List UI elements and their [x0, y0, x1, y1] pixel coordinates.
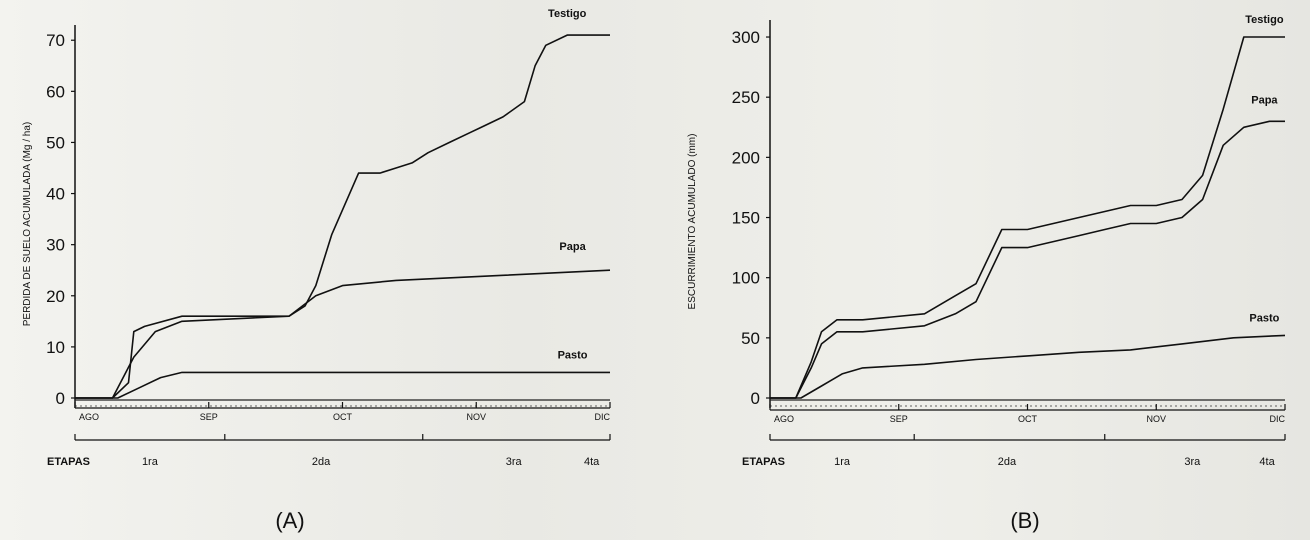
chart-panel-a: 0 10 20 30 40 50 60 70 PERDIDA DE SUELO ACUMULAD…: [22, 8, 611, 533]
y-tick-label: 0: [56, 389, 65, 408]
stages-label: ETAPAS: [742, 456, 785, 468]
month-label: OCT: [1018, 414, 1038, 424]
month-label: SEP: [890, 414, 908, 424]
series-line-testigo: [770, 36, 1285, 399]
y-tick-label: 50: [741, 329, 760, 348]
y-tick-label: 50: [46, 133, 65, 152]
stage-label: 2da: [312, 456, 331, 468]
panel-label: (A): [275, 508, 304, 533]
series-label-pasto: Pasto: [558, 349, 588, 361]
month-label: AGO: [774, 414, 794, 424]
series-line-pasto: [75, 371, 610, 399]
month-label: SEP: [200, 412, 218, 422]
series-label-pasto: Pasto: [1249, 312, 1279, 324]
month-label: OCT: [333, 412, 353, 422]
series-label-testigo: Testigo: [548, 8, 587, 20]
y-tick-label: 100: [732, 269, 760, 288]
series-line-papa: [75, 269, 611, 399]
month-label: NOV: [1146, 414, 1166, 424]
stage-label: 4ta: [1259, 456, 1275, 468]
y-tick-label: 60: [46, 82, 65, 101]
y-tick-label: 20: [46, 287, 65, 306]
series-line-pasto: [770, 334, 1286, 399]
stage-label: 4ta: [584, 456, 600, 468]
panel-label: (B): [1010, 508, 1039, 533]
y-tick-label: 200: [732, 148, 760, 167]
stage-label: 1ra: [834, 456, 851, 468]
series-line-testigo: [75, 34, 610, 399]
stage-label: 3ra: [1184, 456, 1201, 468]
month-label: DIC: [1270, 414, 1286, 424]
chart-panel-b: 0 50 100 150 200 250 300 ESCURRIMIENTO ACUMULAD…: [687, 14, 1286, 533]
month-label: AGO: [79, 412, 99, 422]
stages-label: ETAPAS: [47, 456, 90, 468]
month-label: NOV: [466, 412, 486, 422]
month-label: DIC: [595, 412, 611, 422]
y-tick-label: 30: [46, 236, 65, 255]
stage-label: 3ra: [506, 456, 523, 468]
series-label-papa: Papa: [1251, 94, 1278, 106]
y-axis-label: ESCURRIMIENTO ACUMULADO (mm): [687, 134, 698, 310]
y-tick-label: 250: [732, 88, 760, 107]
stage-label: 1ra: [142, 456, 159, 468]
series-line-papa: [770, 120, 1285, 399]
y-tick-label: 70: [46, 31, 65, 50]
series-label-testigo: Testigo: [1245, 14, 1284, 26]
stage-label: 2da: [998, 456, 1017, 468]
y-axis-label: PERDIDA DE SUELO ACUMULADA (Mg / ha): [22, 122, 33, 327]
series-label-papa: Papa: [559, 241, 586, 253]
y-tick-label: 40: [46, 185, 65, 204]
y-tick-label: 150: [732, 209, 760, 228]
y-tick-label: 300: [732, 28, 760, 47]
y-tick-label: 10: [46, 338, 65, 357]
y-tick-label: 0: [751, 389, 760, 408]
